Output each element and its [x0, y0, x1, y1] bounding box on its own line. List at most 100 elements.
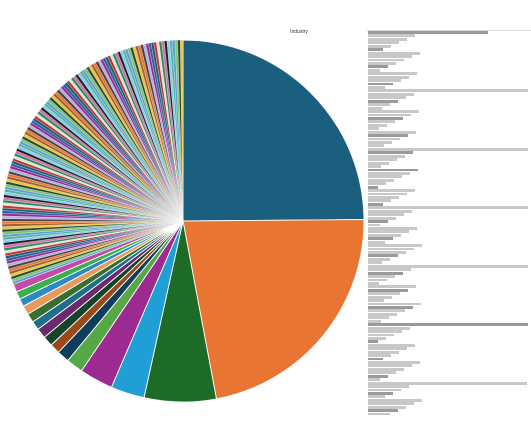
legend-item	[368, 141, 392, 144]
legend-item	[368, 309, 405, 313]
legend-item	[368, 340, 378, 344]
legend-item	[368, 144, 384, 148]
legend-item	[368, 319, 381, 323]
legend-item	[368, 213, 404, 217]
legend-item	[368, 395, 385, 399]
legend-item	[368, 220, 388, 223]
legend-item	[368, 72, 417, 76]
legend-item	[368, 75, 409, 79]
legend-item	[368, 106, 382, 110]
legend-item	[368, 240, 385, 244]
legend-item	[368, 113, 411, 117]
legend-item	[368, 378, 380, 382]
legend-item	[368, 299, 384, 303]
legend-item	[368, 237, 393, 241]
legend-item	[368, 254, 398, 258]
legend-item	[368, 41, 399, 45]
legend-item	[368, 409, 398, 413]
legend-item	[368, 209, 412, 213]
legend-item	[368, 110, 419, 113]
legend-item	[368, 391, 393, 395]
legend-item	[368, 275, 395, 278]
legend-item	[368, 165, 381, 168]
legend-item	[368, 58, 404, 62]
legend-item	[368, 323, 528, 327]
legend-item	[368, 116, 403, 120]
legend-item	[368, 31, 488, 34]
legend-item	[368, 130, 416, 134]
legend-item	[368, 312, 397, 316]
legend-item	[368, 99, 398, 103]
legend-item	[368, 137, 400, 141]
legend-item	[368, 333, 394, 337]
legend-item	[368, 196, 399, 199]
legend-item	[368, 388, 401, 392]
legend-item	[368, 199, 391, 203]
legend-item	[368, 61, 396, 65]
legend-item	[368, 120, 395, 124]
legend-item	[368, 158, 397, 162]
legend-item	[368, 171, 410, 175]
legend-item	[368, 48, 383, 52]
legend-item	[368, 347, 407, 351]
legend-item	[368, 281, 379, 285]
legend-item	[368, 374, 388, 378]
legend-item	[368, 92, 414, 96]
legend-item	[368, 178, 394, 182]
legend-item	[368, 55, 412, 58]
legend-item	[368, 244, 422, 248]
legend-item	[368, 371, 396, 375]
legend-item	[368, 285, 416, 289]
legend-item	[368, 278, 387, 282]
legend-item	[368, 192, 407, 196]
legend-item	[368, 82, 393, 86]
legend-item	[368, 385, 409, 388]
legend-item	[368, 257, 390, 261]
legend-item	[368, 206, 528, 210]
legend	[366, 30, 531, 426]
legend-item	[368, 79, 401, 83]
legend-item	[368, 268, 411, 272]
chart-title: Industry	[290, 29, 308, 35]
legend-item	[368, 292, 400, 296]
legend-item	[368, 134, 408, 138]
legend-item	[368, 223, 380, 227]
legend-item	[368, 96, 406, 100]
legend-item	[368, 398, 422, 402]
legend-item	[368, 161, 389, 165]
pie-slices	[1, 39, 365, 403]
legend-item	[368, 357, 383, 361]
legend-item	[368, 247, 414, 251]
legend-item	[368, 251, 406, 254]
legend-item	[368, 288, 408, 292]
legend-item	[368, 34, 415, 38]
legend-item	[368, 361, 420, 364]
legend-item	[368, 154, 405, 158]
legend-item	[368, 402, 414, 406]
legend-item	[368, 336, 386, 340]
legend-item	[368, 364, 412, 368]
legend-item	[368, 350, 399, 354]
legend-item	[368, 86, 385, 89]
legend-item	[368, 189, 415, 193]
legend-item	[368, 226, 417, 230]
legend-item	[368, 354, 391, 358]
legend-item	[368, 412, 390, 416]
legend-item	[368, 202, 383, 206]
legend-item	[368, 367, 404, 371]
legend-item	[368, 147, 528, 151]
legend-item	[368, 302, 421, 306]
legend-item	[368, 316, 389, 320]
legend-item	[368, 295, 392, 299]
legend-item	[368, 51, 420, 55]
legend-item	[368, 44, 391, 48]
legend-item	[368, 151, 413, 155]
pie-slice	[182, 219, 365, 400]
legend-item	[368, 185, 378, 189]
legend-item	[368, 103, 390, 107]
legend-item	[368, 216, 396, 220]
legend-item	[368, 68, 380, 72]
pie-slice	[182, 39, 365, 222]
legend-item	[368, 230, 409, 234]
